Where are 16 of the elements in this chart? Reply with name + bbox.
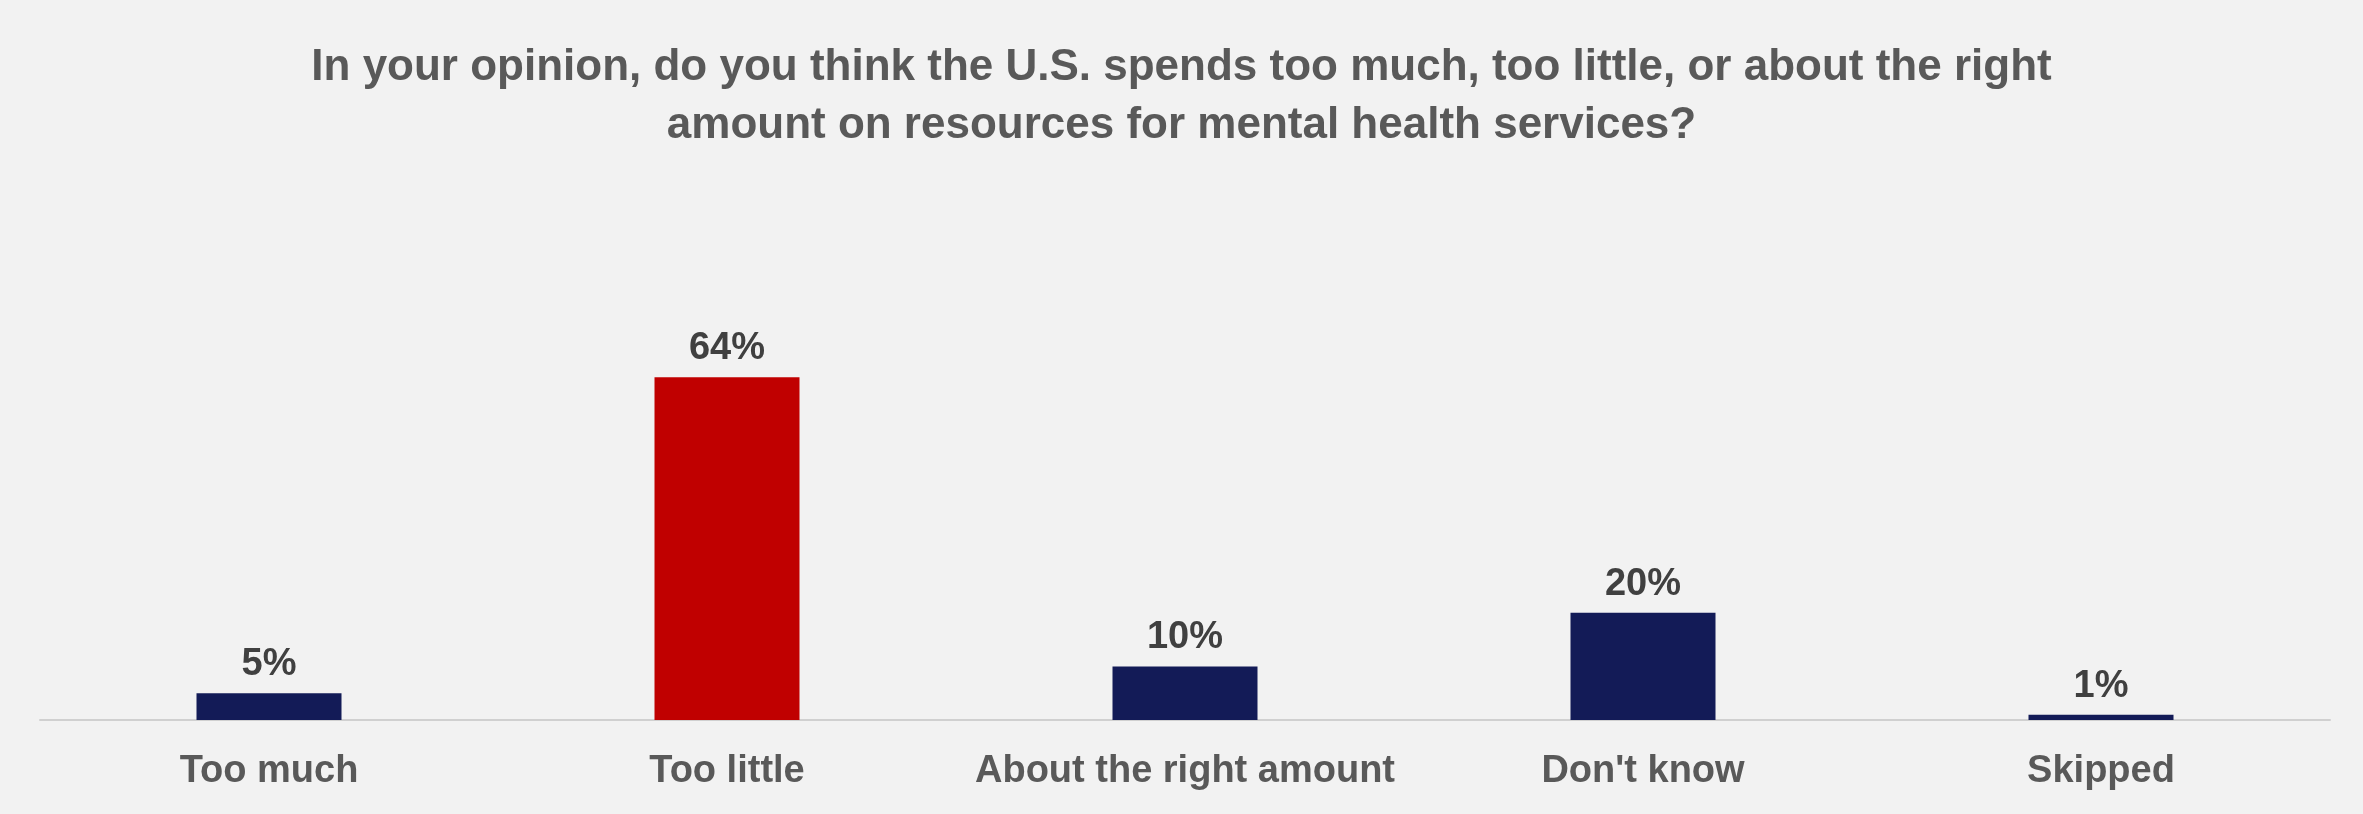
bar	[196, 693, 342, 720]
data-label: 64%	[688, 325, 766, 368]
bar	[654, 377, 800, 720]
bar	[2028, 714, 2174, 720]
x-tick-label: About the right amount	[974, 748, 1396, 790]
data-label: 5%	[241, 641, 297, 684]
chart-title: In your opinion, do you think the U.S. spends too much, too little, or about the right amount on resources for mental health services?	[311, 39, 2053, 147]
data-label: 10%	[1146, 614, 1224, 657]
x-tick-label: Don't know	[1541, 748, 1746, 790]
data-label: 20%	[1604, 560, 1682, 603]
x-tick-label: Too much	[179, 748, 359, 790]
x-tick-label: Skipped	[2027, 748, 2175, 790]
data-label: 1%	[2073, 662, 2129, 705]
bar	[1112, 666, 1258, 720]
x-tick-label: Too little	[649, 748, 805, 790]
bar	[1570, 612, 1716, 720]
